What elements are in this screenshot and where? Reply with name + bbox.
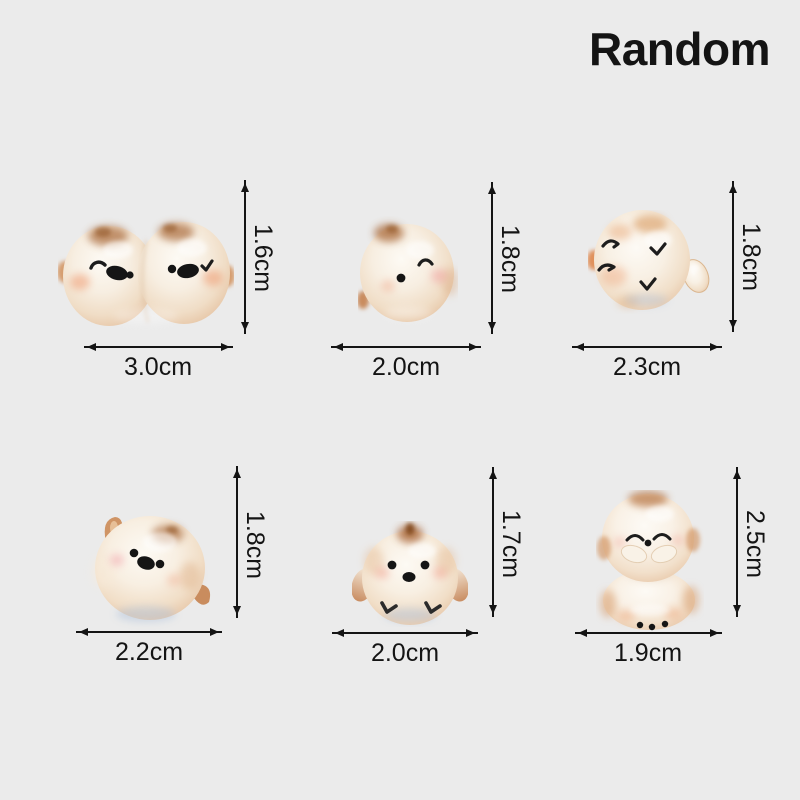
height-label: 1.7cm xyxy=(497,509,525,579)
height-label: 1.6cm xyxy=(249,223,277,293)
width-dimension-arrow xyxy=(572,343,722,351)
figurine-sleepy-round-bird xyxy=(588,210,710,310)
figurine-eared-round-bird xyxy=(92,516,211,622)
height-label: 1.8cm xyxy=(241,510,269,580)
height-dimension-arrow xyxy=(241,180,249,334)
height-dimension-arrow xyxy=(233,466,241,618)
width-label: 2.2cm xyxy=(114,638,184,666)
width-label: 3.0cm xyxy=(123,353,193,381)
width-dimension-arrow xyxy=(331,343,481,351)
figurine-standing-chick xyxy=(352,523,468,625)
height-dimension-arrow xyxy=(729,181,737,332)
width-dimension-arrow xyxy=(575,629,722,637)
height-label: 2.5cm xyxy=(741,509,769,579)
figurine-winking-round-bird xyxy=(358,224,458,322)
width-label: 2.3cm xyxy=(612,353,682,381)
width-label: 2.0cm xyxy=(370,639,440,667)
width-dimension-arrow xyxy=(84,343,233,351)
height-label: 1.8cm xyxy=(496,224,524,294)
height-dimension-arrow xyxy=(489,467,497,617)
figurine-sitting-bird xyxy=(597,491,700,631)
height-label: 1.8cm xyxy=(737,222,765,292)
figurine-hugging-birds-pair xyxy=(58,222,234,326)
width-label: 2.0cm xyxy=(371,353,441,381)
width-label: 1.9cm xyxy=(613,639,683,667)
page-title: Random xyxy=(589,23,771,75)
width-dimension-arrow xyxy=(76,628,222,636)
width-dimension-arrow xyxy=(332,629,478,637)
height-dimension-arrow xyxy=(488,182,496,334)
height-dimension-arrow xyxy=(733,467,741,617)
